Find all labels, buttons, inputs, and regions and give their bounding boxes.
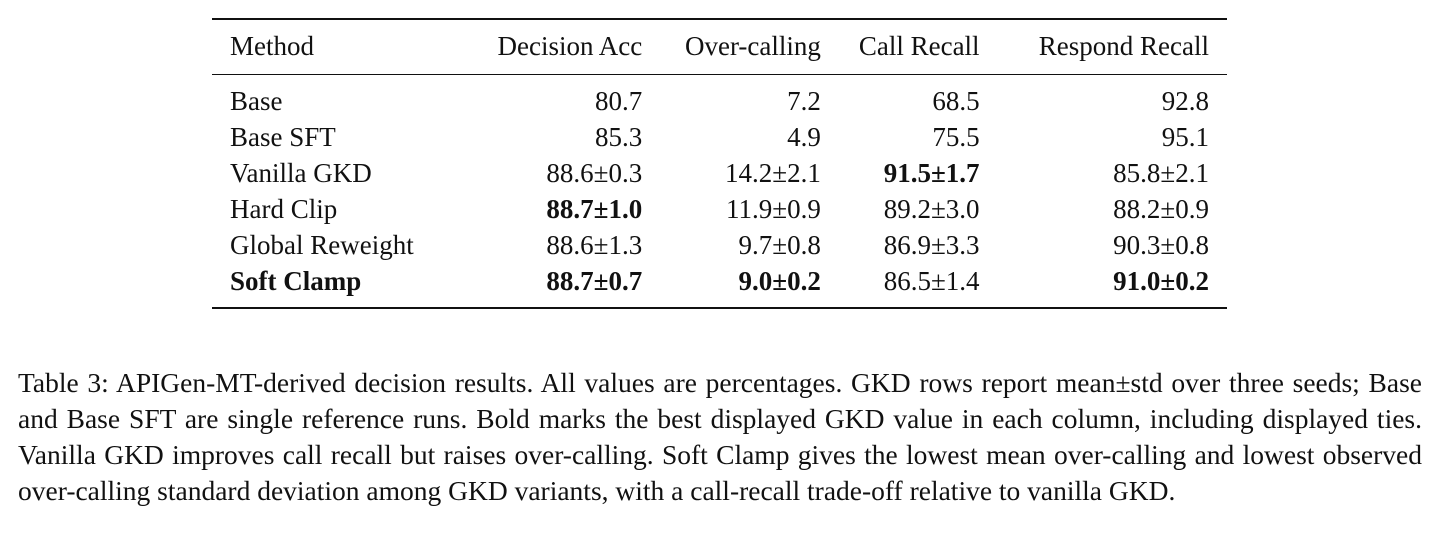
method-cell: Hard Clip <box>230 194 338 224</box>
method-cell: Base <box>230 86 283 116</box>
respond-recall-cell: 90.3±0.8 <box>1113 230 1209 260</box>
method-cell: Global Reweight <box>230 230 414 260</box>
results-table: Method Decision Acc Over-calling Call Re… <box>212 18 1227 309</box>
table-row: Hard Clip 88.7±1.0 11.9±0.9 89.2±3.0 88.2±0.… <box>212 191 1227 227</box>
header-row: Method Decision Acc Over-calling Call Re… <box>212 19 1227 75</box>
call-recall-cell: 86.5±1.4 <box>883 266 980 296</box>
table-caption: Table 3: APIGen-MT-derived decision resu… <box>18 366 1422 506</box>
respond-recall-cell: 95.1 <box>1161 122 1209 152</box>
decision-acc-cell: 88.7±0.7 <box>546 266 643 296</box>
table-row: Base SFT 85.3 4.9 75.5 95.1 <box>212 119 1227 155</box>
decision-acc-cell: 88.6±0.3 <box>546 158 643 188</box>
header-respond-recall: Respond Recall <box>1038 31 1209 61</box>
over-calling-cell: 7.2 <box>787 86 821 116</box>
table-row: Base 80.7 7.2 68.5 92.8 <box>212 75 1227 120</box>
decision-acc-cell: 85.3 <box>594 122 643 152</box>
header-call-recall: Call Recall <box>858 31 980 61</box>
respond-recall-cell: 92.8 <box>1161 86 1209 116</box>
table-row: Global Reweight 88.6±1.3 9.7±0.8 86.9±3.3 90… <box>212 227 1227 263</box>
results-table-container: Method Decision Acc Over-calling Call Re… <box>212 18 1227 309</box>
over-calling-cell: 14.2±2.1 <box>725 158 821 188</box>
over-calling-cell: 4.9 <box>787 122 821 152</box>
over-calling-cell: 9.7±0.8 <box>738 230 821 260</box>
table-header: Method Decision Acc Over-calling Call Re… <box>212 19 1227 75</box>
header-method: Method <box>230 31 314 61</box>
method-cell: Base SFT <box>230 122 336 152</box>
header-over-calling: Over-calling <box>684 31 821 61</box>
decision-acc-cell: 80.7 <box>594 86 643 116</box>
over-calling-cell: 11.9±0.9 <box>726 194 821 224</box>
table-body: Base 80.7 7.2 68.5 92.8 Base SFT 85.3 4.9 75.5 95… <box>212 75 1227 308</box>
over-calling-cell: 9.0±0.2 <box>738 266 821 296</box>
method-cell: Soft Clamp <box>230 266 362 296</box>
method-cell: Vanilla GKD <box>230 158 372 188</box>
call-recall-cell: 89.2±3.0 <box>883 194 980 224</box>
decision-acc-cell: 88.7±1.0 <box>546 194 643 224</box>
call-recall-cell: 86.9±3.3 <box>883 230 980 260</box>
respond-recall-cell: 91.0±0.2 <box>1113 266 1209 296</box>
call-recall-cell: 68.5 <box>932 86 980 116</box>
call-recall-cell: 75.5 <box>932 122 980 152</box>
table-row: Soft Clamp 88.7±0.7 9.0±0.2 86.5±1.4 91.0±0.… <box>212 263 1227 308</box>
respond-recall-cell: 85.8±2.1 <box>1113 158 1209 188</box>
table-row: Vanilla GKD 88.6±0.3 14.2±2.1 91.5±1.7 85.8±… <box>212 155 1227 191</box>
decision-acc-cell: 88.6±1.3 <box>546 230 643 260</box>
header-decision-acc: Decision Acc <box>497 31 643 61</box>
call-recall-cell: 91.5±1.7 <box>883 158 980 188</box>
respond-recall-cell: 88.2±0.9 <box>1113 194 1209 224</box>
